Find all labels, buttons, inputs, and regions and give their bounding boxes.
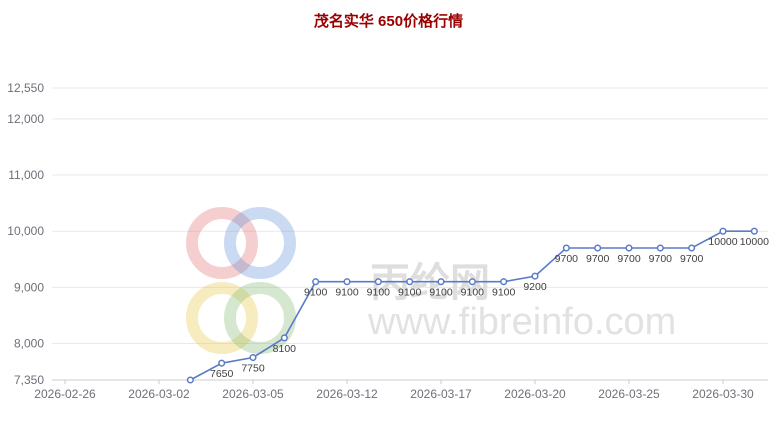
data-point-label: 9100 — [398, 287, 422, 299]
data-point[interactable] — [343, 278, 351, 286]
data-point-label: 9200 — [523, 281, 547, 293]
y-axis-tick-label: 12,550 — [7, 81, 44, 95]
data-point[interactable] — [688, 244, 696, 252]
data-point[interactable] — [312, 278, 320, 286]
y-axis-tick-label: 11,000 — [8, 168, 44, 182]
watermark-rings-logo-icon — [224, 282, 296, 354]
data-point[interactable] — [750, 227, 758, 235]
data-point-label: 9700 — [586, 253, 610, 265]
data-point-label: 9100 — [461, 287, 485, 299]
data-point-label: 9700 — [680, 253, 704, 265]
data-point[interactable] — [656, 244, 664, 252]
data-point[interactable] — [719, 227, 727, 235]
data-point[interactable] — [249, 353, 257, 362]
x-axis-tick-label: 2026-03-17 — [410, 387, 472, 401]
data-point-label: 8100 — [273, 343, 297, 355]
data-point[interactable] — [468, 278, 476, 286]
data-point[interactable] — [625, 244, 633, 252]
x-axis-tick-label: 2026-03-02 — [128, 387, 190, 401]
y-axis-tick-label: 7,350 — [14, 373, 44, 387]
data-point-label: 9700 — [617, 253, 641, 265]
data-point-label: 7750 — [241, 363, 265, 375]
watermark-rings-logo-icon — [224, 207, 296, 279]
data-point-label: 9100 — [335, 287, 359, 299]
watermark-rings-logo-icon — [186, 282, 258, 354]
x-axis-tick-label: 2026-03-20 — [504, 387, 566, 401]
data-point-label: 9100 — [429, 287, 453, 299]
data-point-label: 9100 — [304, 287, 328, 299]
x-axis-tick-label: 2026-02-26 — [34, 387, 96, 401]
x-axis-tick-label: 2026-03-12 — [316, 387, 378, 401]
data-point[interactable] — [186, 376, 194, 384]
data-point[interactable] — [218, 359, 226, 367]
x-axis-tick-label: 2026-03-30 — [692, 387, 754, 401]
data-point-label: 9700 — [649, 253, 673, 265]
data-point[interactable] — [406, 278, 414, 286]
y-axis-tick-label: 10,000 — [7, 224, 44, 238]
data-point[interactable] — [531, 272, 539, 280]
y-axis-tick-label: 8,000 — [14, 337, 44, 351]
data-point[interactable] — [562, 244, 570, 252]
data-point-label: 7650 — [210, 368, 234, 380]
data-point-label: 9100 — [492, 287, 516, 299]
data-point-label: 9700 — [555, 253, 579, 265]
data-point[interactable] — [280, 334, 288, 342]
x-axis-tick-label: 2026-03-05 — [222, 387, 284, 401]
y-axis-tick-label: 9,000 — [14, 280, 44, 294]
watermark-rings-logo-icon — [186, 207, 258, 279]
data-point-label: 10000 — [708, 236, 737, 248]
data-point-label: 10000 — [740, 236, 769, 248]
watermark-site-url: www.fibreinfo.com — [367, 301, 676, 343]
data-point[interactable] — [500, 278, 508, 286]
data-point[interactable] — [437, 278, 445, 286]
data-point[interactable] — [374, 278, 382, 286]
y-axis-tick-label: 12,000 — [7, 112, 44, 126]
data-point-label: 9100 — [367, 287, 391, 299]
data-point[interactable] — [594, 244, 602, 252]
chart-title: 茂名实华 650价格行情 — [313, 13, 464, 30]
x-axis-tick-label: 2026-03-25 — [598, 387, 660, 401]
